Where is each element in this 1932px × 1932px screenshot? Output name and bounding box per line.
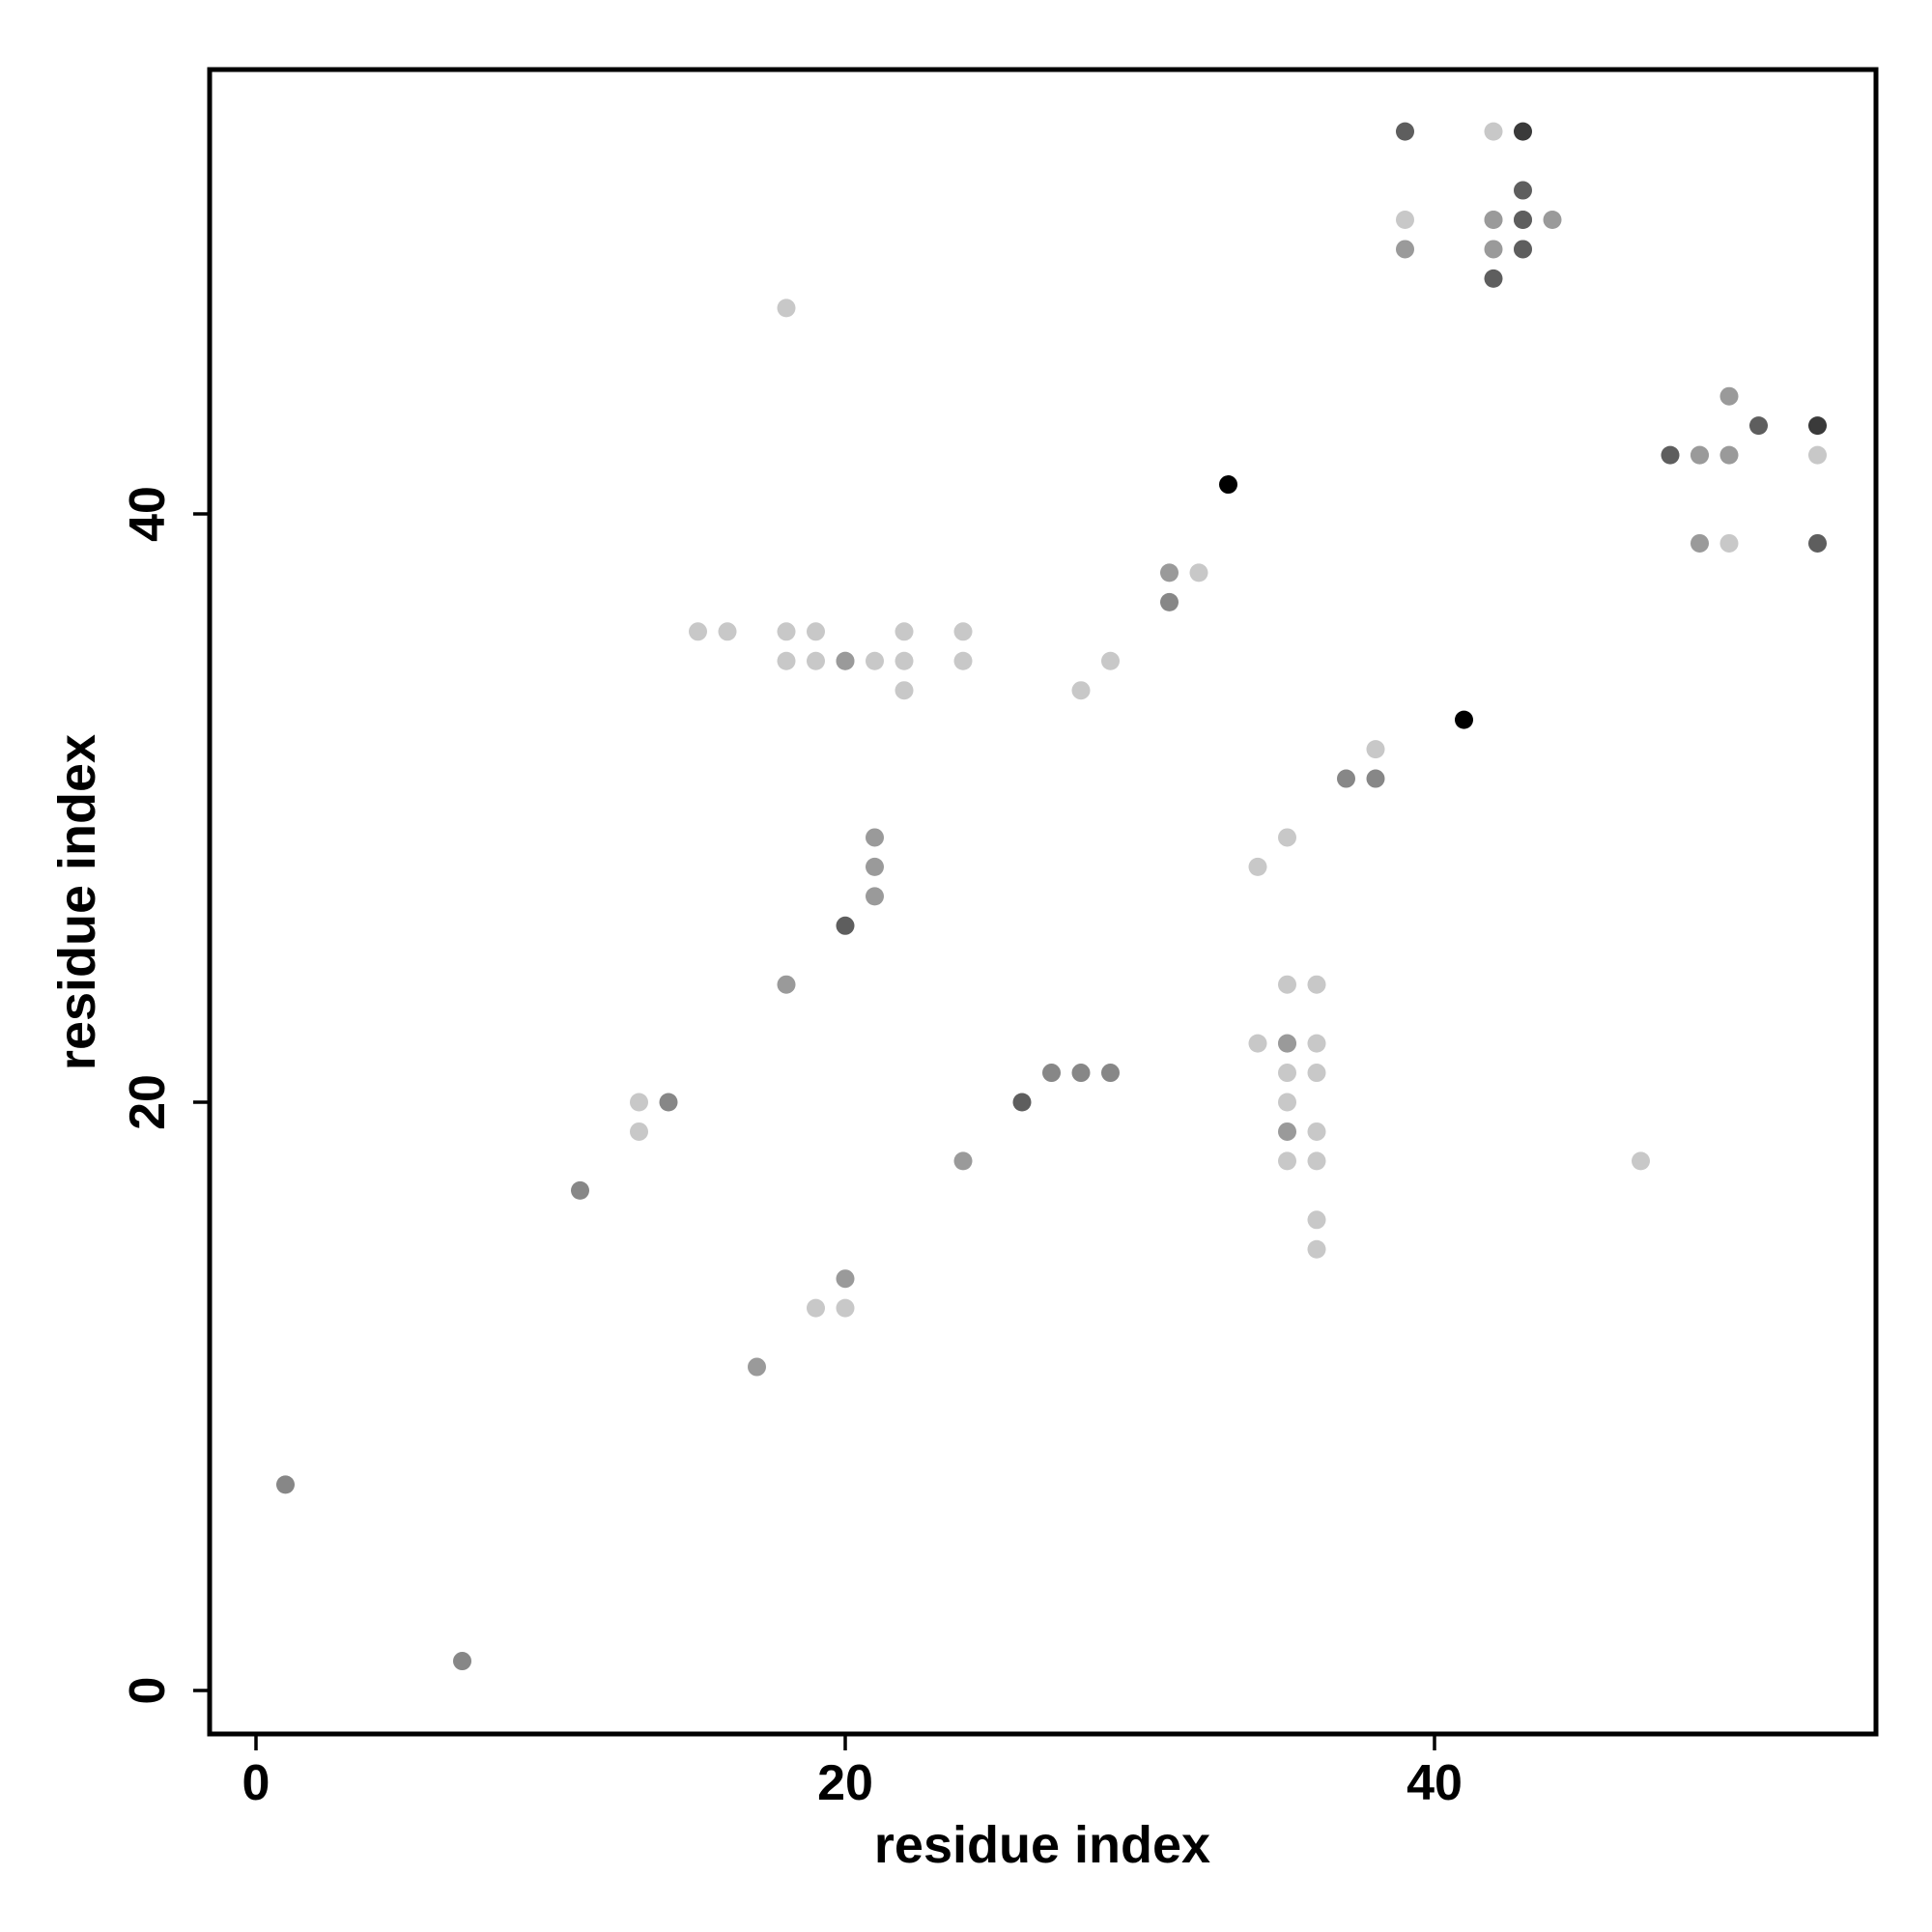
contact-point — [1071, 681, 1091, 700]
contact-point — [895, 681, 914, 700]
y-axis-label: residue index — [48, 734, 106, 1070]
contact-point — [453, 1652, 471, 1671]
contact-point — [1278, 975, 1296, 994]
contact-point — [953, 1151, 973, 1171]
contact-point — [1278, 1034, 1296, 1053]
x-tick-label: 20 — [817, 1755, 873, 1811]
contact-point — [1719, 533, 1739, 553]
contact-point — [1484, 122, 1503, 141]
contact-point — [1278, 1093, 1296, 1112]
contact-point — [1337, 769, 1355, 788]
contact-point — [1248, 1034, 1267, 1053]
contact-point — [895, 651, 914, 670]
contact-point — [1278, 1064, 1296, 1083]
contact-point — [1661, 445, 1680, 465]
contact-point — [1160, 592, 1179, 611]
contact-point — [1307, 1239, 1326, 1259]
contact-point — [1632, 1151, 1650, 1171]
y-axis-ticks: 020406080100 — [120, 486, 210, 1705]
y-tick-label: 40 — [120, 486, 176, 542]
contact-point — [836, 651, 855, 670]
contact-point — [866, 651, 884, 670]
contact-point — [777, 298, 796, 318]
contact-point — [836, 1298, 855, 1318]
contact-point — [1012, 1093, 1032, 1112]
contact-point — [689, 622, 707, 641]
contact-point — [836, 1269, 855, 1289]
contact-point — [866, 887, 884, 906]
contact-point — [1042, 1064, 1061, 1083]
x-axis-ticks: 020406080100 — [242, 1734, 1463, 1811]
contact-point — [1071, 1064, 1091, 1083]
contact-point — [630, 1122, 648, 1141]
x-tick-label: 0 — [242, 1755, 270, 1811]
contact-point — [1690, 533, 1709, 553]
contact-point — [777, 651, 796, 670]
contact-point — [1719, 386, 1739, 406]
contact-point — [1160, 563, 1179, 582]
contact-point — [953, 622, 973, 641]
contact-point — [1808, 416, 1827, 436]
contact-point — [748, 1357, 766, 1377]
contact-point — [1366, 769, 1385, 788]
contact-point — [1307, 1034, 1326, 1053]
contact-point — [1396, 122, 1414, 141]
contact-point — [866, 857, 884, 876]
y-tick-label: 0 — [120, 1677, 176, 1705]
contact-point — [777, 622, 796, 641]
contact-point — [1101, 651, 1120, 670]
contact-point — [571, 1180, 589, 1200]
contact-point — [1514, 181, 1532, 200]
contact-point — [718, 622, 737, 641]
contact-point — [1690, 445, 1709, 465]
contact-point — [1307, 1210, 1326, 1230]
contact-point — [1248, 857, 1267, 876]
plot-frame — [207, 67, 1879, 1737]
contact-point — [1514, 122, 1532, 141]
contact-point — [1514, 211, 1532, 229]
contact-point — [630, 1093, 648, 1112]
contact-point — [1484, 269, 1503, 288]
contact-point — [1307, 1151, 1326, 1171]
contact-point — [276, 1475, 295, 1494]
contact-point — [777, 975, 796, 994]
contact-point — [1514, 240, 1532, 259]
contact-point — [836, 916, 855, 935]
contact-point — [1484, 240, 1503, 259]
x-tick-label: 40 — [1406, 1755, 1463, 1811]
contact-point — [807, 622, 825, 641]
contact-point — [1366, 740, 1385, 759]
contact-point — [895, 622, 914, 641]
y-tick-label: 20 — [120, 1074, 176, 1130]
contact-point — [1396, 211, 1414, 229]
contact-point — [807, 651, 825, 670]
contact-point — [1278, 1151, 1296, 1171]
contact-point — [1101, 1064, 1120, 1083]
contact-point — [1278, 828, 1296, 847]
contact-point — [1396, 240, 1414, 259]
contact-point — [866, 828, 884, 847]
contact-point — [1543, 211, 1562, 229]
contact-point — [1189, 563, 1208, 582]
points-layer — [276, 122, 1827, 1671]
contact-point — [807, 1298, 825, 1318]
contact-point — [1749, 416, 1768, 436]
contact-point — [1307, 1122, 1326, 1141]
contact-point — [1808, 533, 1827, 553]
contact-point — [1307, 975, 1326, 994]
x-axis-label: residue index — [874, 1816, 1210, 1874]
contact-point — [953, 651, 973, 670]
contact-point — [1484, 211, 1503, 229]
contact-point — [1808, 445, 1827, 465]
contact-point — [1307, 1064, 1326, 1083]
contact-point — [1455, 710, 1473, 729]
contact-point — [1719, 445, 1739, 465]
contact-point — [659, 1093, 678, 1112]
contact-point — [1278, 1122, 1296, 1141]
contact-point — [1219, 475, 1237, 495]
